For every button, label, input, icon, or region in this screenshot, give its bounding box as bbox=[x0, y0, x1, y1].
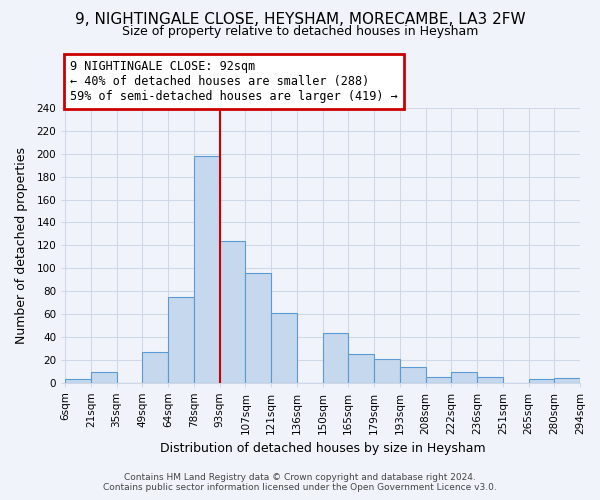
Bar bbox=[323, 334, 348, 382]
Bar bbox=[91, 372, 116, 382]
Y-axis label: Number of detached properties: Number of detached properties bbox=[15, 147, 28, 344]
Text: Contains HM Land Registry data © Crown copyright and database right 2024.
Contai: Contains HM Land Registry data © Crown c… bbox=[103, 473, 497, 492]
Bar bbox=[451, 372, 477, 382]
Bar bbox=[425, 377, 451, 382]
Bar bbox=[374, 358, 400, 382]
Bar bbox=[529, 379, 554, 382]
Bar bbox=[142, 352, 168, 382]
Bar bbox=[65, 379, 91, 382]
X-axis label: Distribution of detached houses by size in Heysham: Distribution of detached houses by size … bbox=[160, 442, 485, 455]
Bar bbox=[194, 156, 220, 382]
Text: 9 NIGHTINGALE CLOSE: 92sqm
← 40% of detached houses are smaller (288)
59% of sem: 9 NIGHTINGALE CLOSE: 92sqm ← 40% of deta… bbox=[70, 60, 398, 102]
Bar bbox=[220, 241, 245, 382]
Bar bbox=[554, 378, 580, 382]
Text: Size of property relative to detached houses in Heysham: Size of property relative to detached ho… bbox=[122, 25, 478, 38]
Bar bbox=[245, 273, 271, 382]
Bar bbox=[400, 366, 425, 382]
Text: 9, NIGHTINGALE CLOSE, HEYSHAM, MORECAMBE, LA3 2FW: 9, NIGHTINGALE CLOSE, HEYSHAM, MORECAMBE… bbox=[74, 12, 526, 28]
Bar bbox=[477, 377, 503, 382]
Bar bbox=[348, 354, 374, 382]
Bar bbox=[271, 313, 297, 382]
Bar bbox=[168, 297, 194, 382]
